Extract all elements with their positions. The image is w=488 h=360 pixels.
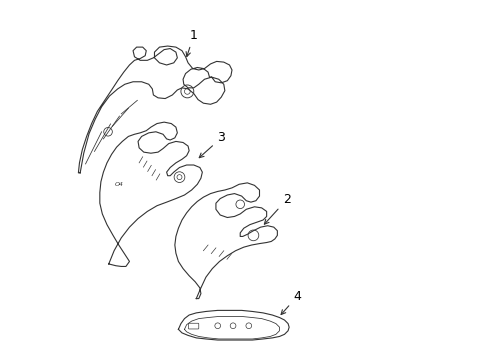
Text: 1: 1 [186, 29, 197, 57]
Text: 2: 2 [264, 193, 290, 224]
Text: 3: 3 [199, 131, 225, 158]
Text: O4: O4 [114, 182, 123, 187]
Text: 4: 4 [281, 290, 301, 315]
